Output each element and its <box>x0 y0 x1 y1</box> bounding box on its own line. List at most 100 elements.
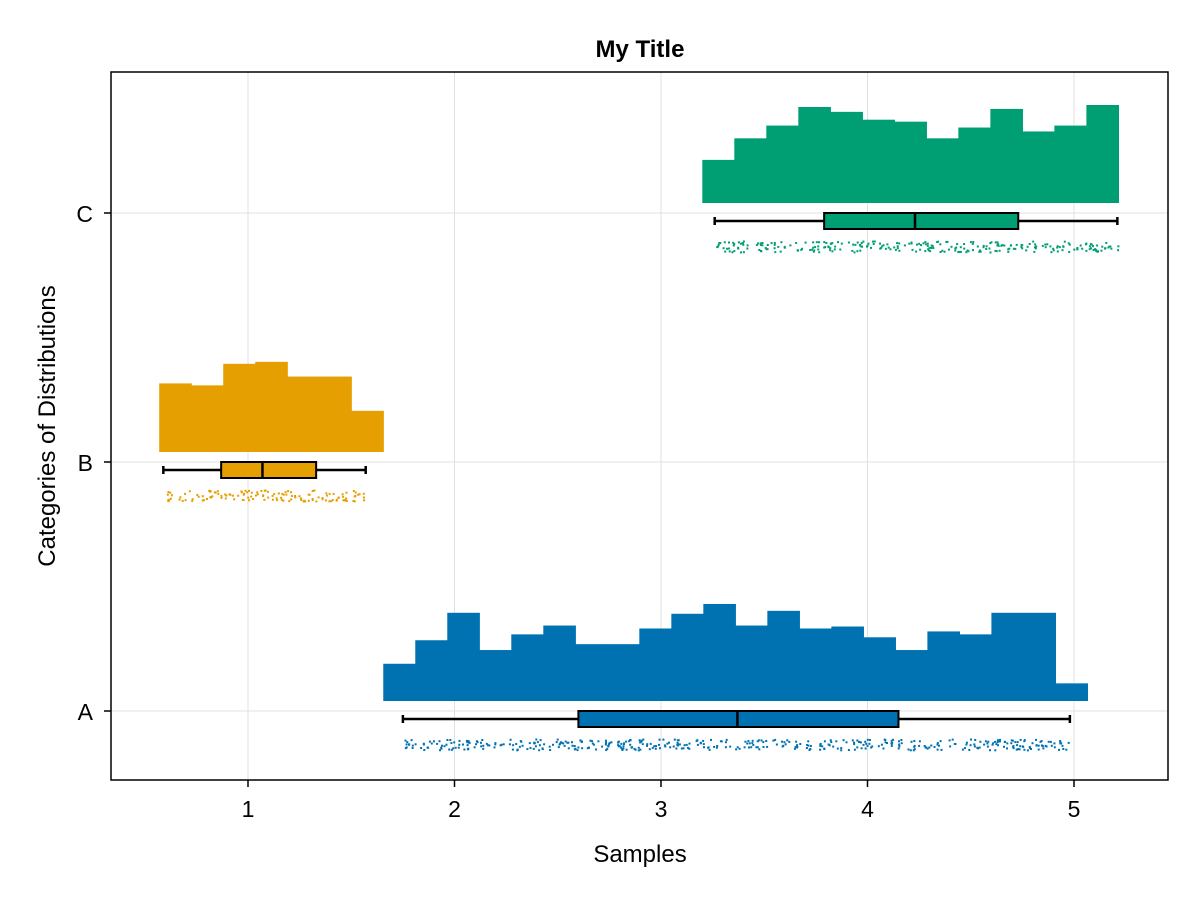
rain-point <box>440 746 443 749</box>
rain-point <box>638 739 641 742</box>
rain-point <box>996 741 999 744</box>
rain-point <box>1000 244 1003 247</box>
rain-point <box>854 243 857 246</box>
rain-point <box>723 241 726 244</box>
rain-point <box>939 740 942 743</box>
rain-point <box>823 747 826 750</box>
rain-point <box>725 738 728 741</box>
rain-point <box>1060 742 1063 745</box>
rain-point <box>809 745 812 747</box>
rain-point <box>851 249 854 252</box>
rain-point <box>954 743 957 745</box>
rain-point <box>936 742 939 744</box>
rain-point <box>758 748 761 751</box>
rain-point <box>573 745 576 747</box>
rain-point <box>807 740 810 743</box>
rain-point <box>748 742 751 745</box>
rain-point <box>807 744 810 747</box>
rain-point <box>796 249 799 252</box>
rain-point <box>446 739 449 741</box>
rain-point <box>263 489 266 492</box>
histogram-bar <box>191 385 224 452</box>
rain-point <box>639 741 642 744</box>
rain-point <box>727 247 730 250</box>
rain-point <box>755 244 758 247</box>
rain-point <box>806 744 809 746</box>
rain-point <box>606 747 609 750</box>
rain-point <box>233 498 236 501</box>
rain-point <box>859 244 862 247</box>
rain-point <box>968 749 971 751</box>
rain-point <box>1092 245 1094 248</box>
rain-point <box>654 747 657 750</box>
rain-point <box>284 491 287 494</box>
histogram-bar <box>927 631 960 701</box>
rain-point <box>707 746 710 749</box>
rain-point <box>985 248 988 250</box>
rain-point <box>263 498 266 501</box>
histogram-bar <box>703 603 736 701</box>
rain-point <box>724 250 727 253</box>
histogram-bar <box>991 612 1025 701</box>
rain-point <box>1058 246 1061 249</box>
rain-point <box>288 500 291 503</box>
rain-point <box>809 249 812 251</box>
rain-point <box>499 744 502 747</box>
rain-point <box>796 745 799 748</box>
rain-point <box>716 745 719 747</box>
rain-point <box>924 241 927 244</box>
rain-point <box>206 498 208 500</box>
rain-point <box>659 747 661 750</box>
rain-point <box>796 744 799 747</box>
rain-point <box>453 741 456 744</box>
rain-point <box>779 250 782 253</box>
rain-point <box>480 741 482 744</box>
rain-point <box>607 744 610 747</box>
rain-point <box>756 740 759 743</box>
rain-point <box>696 743 699 746</box>
rain-point <box>487 744 489 747</box>
histogram-bar <box>1055 683 1089 701</box>
rain-point <box>742 243 745 246</box>
rain-point <box>1105 242 1108 244</box>
rain-point <box>859 249 862 252</box>
rain-point <box>965 743 968 746</box>
rain-point <box>827 246 830 249</box>
histogram-bar <box>894 121 927 203</box>
rain-point <box>793 747 796 750</box>
rain-point <box>956 243 959 246</box>
rain-point <box>345 491 348 494</box>
ticks: 1 2 3 4 5 A B C <box>76 201 1080 822</box>
rain-point <box>651 746 654 749</box>
rain-point <box>414 743 417 746</box>
rain-point <box>1015 243 1018 246</box>
rain-point <box>220 494 223 497</box>
rain-point <box>1026 245 1029 248</box>
rain-point <box>757 242 759 245</box>
rain-point <box>772 739 775 742</box>
rain-point <box>1019 738 1022 741</box>
rain-point <box>913 748 916 751</box>
rain-point <box>773 243 776 246</box>
rain-point <box>1095 250 1098 253</box>
rain-point <box>294 496 297 499</box>
rain-point <box>260 489 263 492</box>
histogram-bar <box>863 637 896 701</box>
rain-point <box>936 748 939 751</box>
rain-point <box>837 241 839 244</box>
rain-point <box>325 492 328 495</box>
rain-point <box>836 747 839 750</box>
rain-point <box>973 743 976 746</box>
rain-point <box>732 244 735 247</box>
histogram-bar <box>319 376 352 452</box>
rain-point <box>266 490 269 493</box>
rain-point <box>167 499 170 502</box>
rain-point <box>761 244 764 247</box>
rain-point <box>363 499 366 502</box>
rain-point <box>662 738 665 741</box>
rain-point <box>669 746 672 749</box>
rain-point <box>560 741 563 744</box>
rain-point <box>894 248 897 251</box>
rain-point <box>965 251 968 254</box>
rain-point <box>299 497 302 500</box>
